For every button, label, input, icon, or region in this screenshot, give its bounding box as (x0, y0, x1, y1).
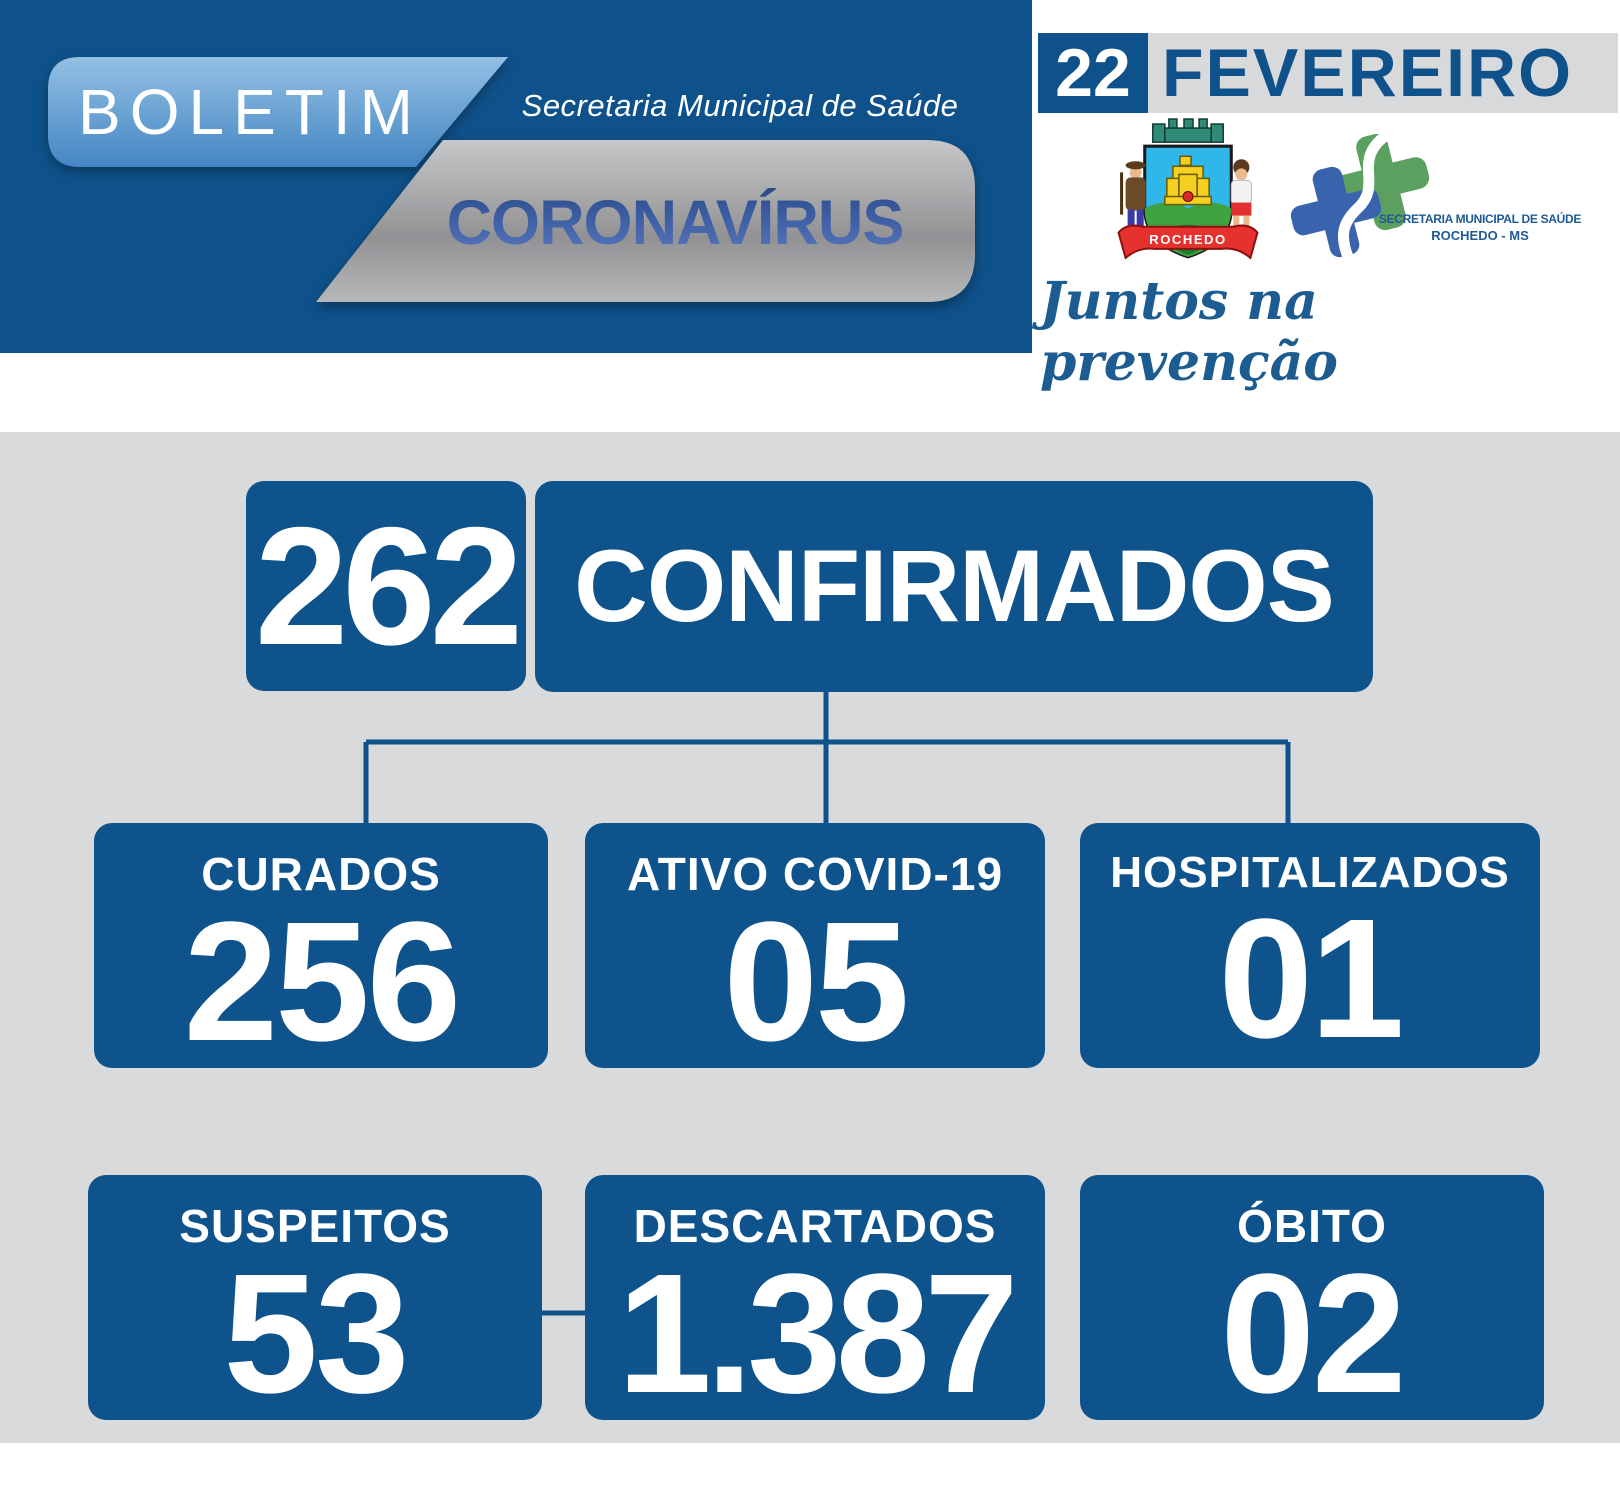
boletim-ribbon-shape (48, 57, 508, 167)
slogan-text: Juntos na prevenção (1040, 271, 1338, 393)
descartados-box: DESCARTADOS 1.387 (585, 1175, 1045, 1420)
total-count-value: 262 (254, 492, 523, 680)
date-month-strip: FEVEREIRO (1148, 33, 1618, 113)
date-day-box: 22 (1038, 33, 1148, 113)
confirmados-box: CONFIRMADOS (535, 481, 1373, 692)
hospitalizados-label: HOSPITALIZADOS (1110, 848, 1510, 897)
suspeitos-value: 53 (223, 1238, 409, 1429)
crest-figure-right (1230, 159, 1253, 236)
health-logo-text-line2: ROCHEDO - MS (1431, 228, 1529, 243)
obito-label: ÓBITO (1237, 1200, 1387, 1252)
stats-panel: 262 CONFIRMADOS CURADOS 256 ATIVO COVID-… (0, 432, 1620, 1443)
crest-banner-text: ROCHEDO (1149, 232, 1226, 247)
descartados-value: 1.387 (617, 1238, 1018, 1429)
city-crest-logo: ROCHEDO (1117, 118, 1259, 260)
ativo-value: 05 (723, 886, 909, 1077)
suspeitos-label: SUSPEITOS (179, 1200, 451, 1252)
connector-lines (363, 692, 1291, 1316)
health-logo-text-line1: SECRETARIA MUNICIPAL DE SAÚDE (1378, 212, 1582, 226)
curados-box: CURADOS 256 (94, 823, 548, 1068)
health-secretary-logo: SECRETARIA MUNICIPAL DE SAÚDE ROCHEDO - … (1284, 130, 1584, 264)
curados-value: 256 (183, 886, 462, 1077)
crest-crown (1152, 118, 1224, 143)
total-count-box: 262 (246, 481, 526, 691)
ativo-label: ATIVO COVID-19 (626, 848, 1004, 900)
obito-value: 02 (1220, 1238, 1406, 1429)
coronavirus-ribbon-shape (316, 140, 975, 302)
boletim-title: BOLETIM (78, 76, 422, 148)
crest-banner-shape (1117, 224, 1259, 260)
obito-box: ÓBITO 02 (1080, 1175, 1544, 1420)
ativo-box: ATIVO COVID-19 05 (585, 823, 1045, 1068)
health-crosses-icon (1290, 130, 1430, 260)
header-subtitle: Secretaria Municipal de Saúde (521, 88, 959, 123)
crest-figure-left (1120, 161, 1146, 235)
hospitalizados-value: 01 (1218, 884, 1404, 1075)
suspeitos-box: SUSPEITOS 53 (88, 1175, 542, 1420)
curados-label: CURADOS (201, 848, 441, 900)
descartados-label: DESCARTADOS (633, 1200, 997, 1252)
coronavirus-banner: CORONAVÍRUS (395, 186, 955, 260)
confirmados-label: CONFIRMADOS (574, 529, 1335, 643)
hospitalizados-box: HOSPITALIZADOS 01 (1080, 823, 1540, 1068)
